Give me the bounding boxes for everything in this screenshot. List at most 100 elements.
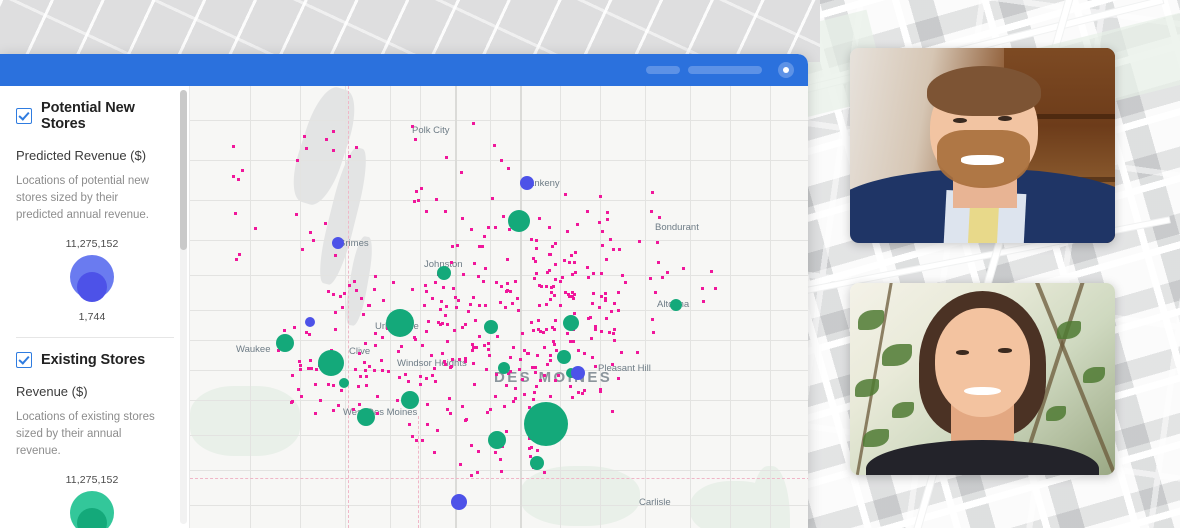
map-point-marker <box>444 209 448 213</box>
legend-header[interactable]: Existing Stores <box>16 352 174 368</box>
existing-store-bubble[interactable] <box>484 320 498 334</box>
existing-store-bubble[interactable] <box>339 378 349 388</box>
map-point-marker <box>656 241 660 245</box>
map-point-marker <box>601 243 605 247</box>
map-point-marker <box>458 358 462 362</box>
map-point-marker <box>455 243 459 247</box>
map-point-marker <box>441 321 445 325</box>
legend-divider <box>16 337 174 338</box>
map-point-marker <box>362 360 366 364</box>
p1-shelf-line <box>1003 114 1115 120</box>
existing-store-bubble[interactable] <box>530 456 544 470</box>
map-point-marker <box>300 394 304 398</box>
map-point-marker <box>500 470 504 474</box>
map-point-marker <box>276 349 280 353</box>
map-point-marker <box>597 220 601 224</box>
map-point-marker <box>605 211 609 215</box>
sidebar-scrollbar[interactable] <box>180 90 187 524</box>
legend-sidebar: Potential New Stores Predicted Revenue (… <box>0 86 190 528</box>
map-point-marker <box>460 326 464 330</box>
map-point-marker <box>591 355 595 359</box>
map-park <box>520 466 640 526</box>
map-point-marker <box>309 367 313 371</box>
map-place-label: Windsor Heights <box>397 358 467 369</box>
map-point-marker <box>681 267 685 271</box>
map-point-marker <box>531 365 535 369</box>
map-point-marker <box>357 351 361 355</box>
existing-store-bubble[interactable] <box>386 309 414 337</box>
map-point-marker <box>413 199 417 203</box>
map-point-marker <box>490 197 494 201</box>
potential-store-bubble[interactable] <box>332 237 344 249</box>
map-point-marker <box>548 252 552 256</box>
existing-store-bubble[interactable] <box>276 334 294 352</box>
map-point-marker <box>495 372 499 376</box>
p1-eye-left <box>953 118 967 124</box>
layer-visibility-checkbox-potential[interactable] <box>16 108 32 124</box>
map-point-marker <box>444 156 448 160</box>
map-road <box>730 86 732 528</box>
existing-store-bubble[interactable] <box>318 350 344 376</box>
map-point-marker <box>512 345 516 349</box>
existing-store-bubble[interactable] <box>401 391 419 409</box>
map-point-marker <box>566 293 570 297</box>
map-point-marker <box>538 216 542 220</box>
map-point-marker <box>531 398 535 402</box>
map-point-marker <box>604 257 608 261</box>
existing-store-bubble[interactable] <box>670 299 682 311</box>
existing-store-bubble[interactable] <box>557 350 571 364</box>
titlebar-menu-button[interactable] <box>778 62 794 78</box>
existing-store-bubble[interactable] <box>357 408 375 426</box>
video-tile-participant-1[interactable] <box>850 48 1115 243</box>
map-point-marker <box>552 339 556 343</box>
map-canvas[interactable]: Polk CityAnkenyBondurantGrimesJohnstonAl… <box>190 86 808 528</box>
map-point-marker <box>464 357 468 361</box>
map-point-marker <box>459 463 463 467</box>
map-point-marker <box>617 247 621 251</box>
p2-leaf <box>892 402 915 419</box>
map-point-marker <box>461 272 465 276</box>
existing-store-bubble[interactable] <box>488 431 506 449</box>
map-point-marker <box>504 289 508 293</box>
map-point-marker <box>430 296 434 300</box>
map-point-marker <box>380 359 384 363</box>
legend-header[interactable]: Potential New Stores <box>16 100 174 132</box>
map-point-marker <box>553 263 557 267</box>
map-point-marker <box>485 368 489 372</box>
map-point-marker <box>543 346 547 350</box>
map-point-marker <box>603 296 607 300</box>
map-county-boundary <box>190 478 808 479</box>
map-point-marker <box>445 339 449 343</box>
existing-store-bubble[interactable] <box>563 315 579 331</box>
map-point-marker <box>533 260 537 264</box>
sidebar-scrollbar-thumb[interactable] <box>180 90 187 250</box>
map-point-marker <box>529 454 533 458</box>
map-point-marker <box>604 317 608 321</box>
map-point-marker <box>334 310 338 314</box>
existing-store-bubble[interactable] <box>498 362 510 374</box>
potential-store-bubble[interactable] <box>571 366 585 380</box>
potential-store-bubble[interactable] <box>451 494 467 510</box>
map-point-marker <box>231 144 235 148</box>
map-point-marker <box>410 125 414 129</box>
map-point-marker <box>530 320 534 324</box>
map-point-marker <box>513 397 517 401</box>
existing-store-bubble[interactable] <box>524 402 568 446</box>
video-tile-participant-2[interactable] <box>850 283 1115 475</box>
existing-store-bubble[interactable] <box>437 266 451 280</box>
map-point-marker <box>363 368 367 372</box>
layer-visibility-checkbox-existing[interactable] <box>16 352 32 368</box>
map-point-marker <box>545 303 548 307</box>
potential-store-bubble[interactable] <box>305 317 315 327</box>
map-road <box>345 86 347 528</box>
map-point-marker <box>425 402 429 406</box>
map-point-marker <box>469 473 473 477</box>
potential-store-bubble[interactable] <box>520 176 534 190</box>
existing-store-bubble[interactable] <box>508 210 530 232</box>
map-point-marker <box>313 411 317 415</box>
map-point-marker <box>473 382 477 386</box>
map-point-marker <box>332 409 336 413</box>
map-point-marker <box>653 290 657 294</box>
map-point-marker <box>577 390 581 394</box>
map-point-marker <box>464 359 468 363</box>
